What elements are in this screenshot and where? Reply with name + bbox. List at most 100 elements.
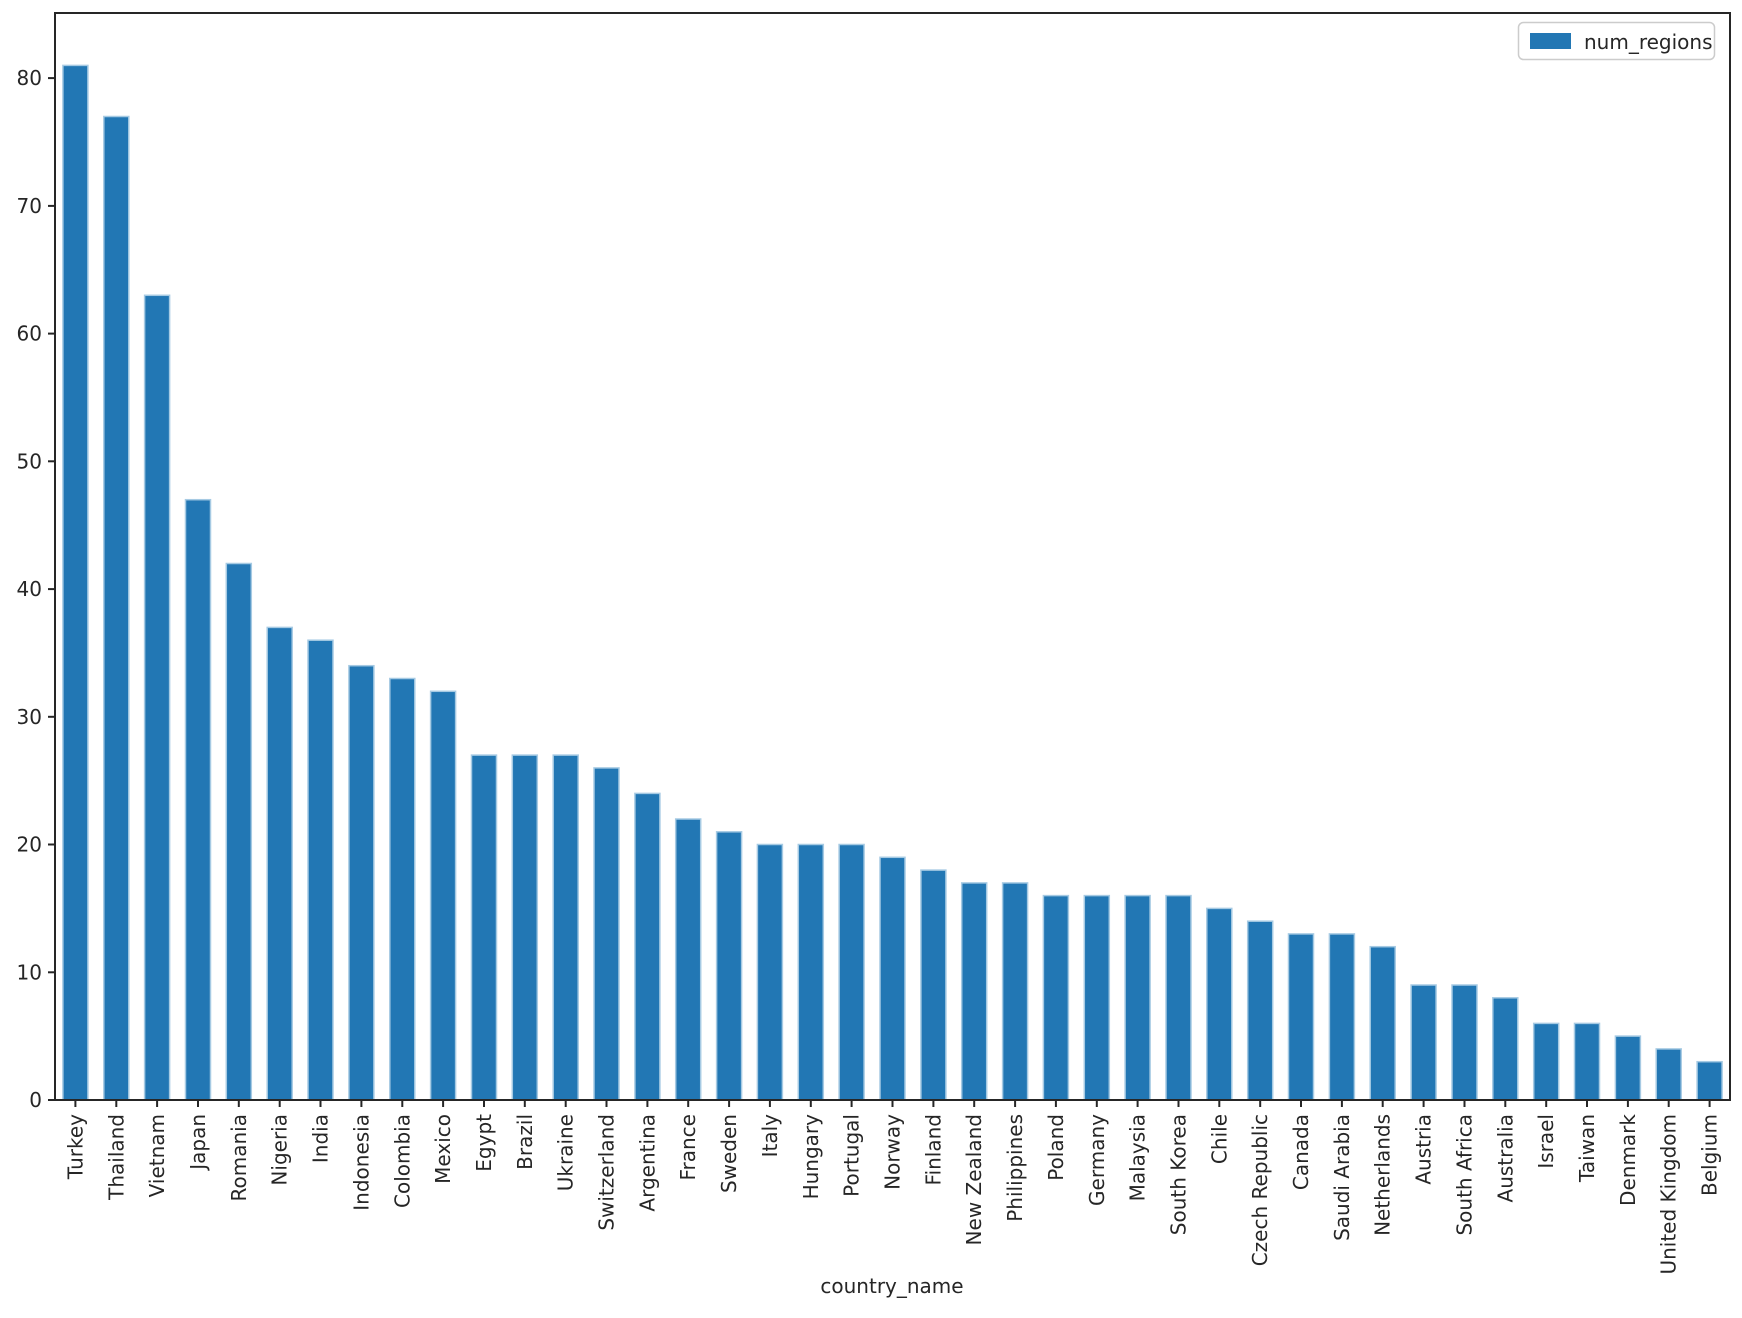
- bar-thailand: [103, 115, 130, 1101]
- bar-australia: [1492, 997, 1519, 1101]
- y-tick-label-20: 20: [17, 833, 42, 857]
- y-tick-label-10: 10: [17, 960, 42, 984]
- bar-hungary: [797, 843, 825, 1101]
- x-tick-label-south-korea: South Korea: [1167, 1114, 1191, 1235]
- x-tick-label-canada: Canada: [1289, 1114, 1313, 1190]
- bar-netherlands: [1369, 945, 1396, 1101]
- bars-layer: [62, 64, 1723, 1101]
- bar-japan: [184, 498, 212, 1101]
- x-tick-label-poland: Poland: [1044, 1114, 1068, 1181]
- legend-label-num-regions: num_regions: [1584, 30, 1713, 54]
- legend-box: [1517, 21, 1716, 61]
- x-tick-label-finland: Finland: [921, 1114, 945, 1185]
- x-tick-label-mexico: Mexico: [431, 1114, 455, 1184]
- x-tick-label-colombia: Colombia: [390, 1114, 414, 1208]
- bar-sweden: [715, 831, 743, 1101]
- x-tick-label-egypt: Egypt: [472, 1114, 496, 1172]
- y-tick-label-0: 0: [29, 1088, 42, 1112]
- bar-vietnam: [143, 294, 171, 1101]
- x-tick-label-philippines: Philippines: [1003, 1114, 1027, 1222]
- bar-colombia: [389, 677, 416, 1101]
- legend: num_regions: [1517, 21, 1716, 61]
- x-tick-label-taiwan: Taiwan: [1575, 1114, 1599, 1183]
- bar-portugal: [838, 843, 865, 1101]
- x-tick-label-czech-republic: Czech Republic: [1248, 1114, 1272, 1266]
- x-tick-label-romania: Romania: [227, 1114, 251, 1201]
- x-tick-label-malaysia: Malaysia: [1126, 1114, 1150, 1201]
- bar-romania: [225, 562, 253, 1101]
- x-tick-label-denmark: Denmark: [1616, 1114, 1640, 1206]
- x-tick-label-australia: Australia: [1493, 1114, 1517, 1202]
- y-tick-label-40: 40: [17, 577, 42, 601]
- x-tick-label-italy: Italy: [758, 1114, 782, 1158]
- bar-taiwan: [1573, 1022, 1601, 1101]
- bar-india: [307, 639, 334, 1101]
- y-tick-label-80: 80: [17, 66, 42, 90]
- x-tick-label-south-africa: South Africa: [1453, 1114, 1477, 1236]
- bar-mexico: [429, 690, 457, 1101]
- plot-frame: [54, 12, 1731, 1101]
- x-tick-label-new-zealand: New Zealand: [962, 1114, 986, 1245]
- x-tick-label-chile: Chile: [1207, 1114, 1231, 1164]
- x-tick-label-argentina: Argentina: [635, 1114, 659, 1212]
- x-tick-label-sweden: Sweden: [717, 1114, 741, 1193]
- bar-austria: [1410, 984, 1437, 1101]
- x-tick-label-portugal: Portugal: [840, 1114, 864, 1197]
- bar-chile: [1206, 907, 1233, 1101]
- bar-turkey: [62, 64, 89, 1101]
- x-axis-title: country_name: [820, 1274, 963, 1298]
- bar-egypt: [470, 754, 498, 1101]
- bar-germany: [1083, 894, 1111, 1101]
- x-tick-label-vietnam: Vietnam: [145, 1114, 169, 1197]
- legend-swatch-num-regions: [1530, 33, 1571, 49]
- x-tick-label-netherlands: Netherlands: [1371, 1114, 1395, 1236]
- bar-saudi-arabia: [1328, 933, 1356, 1101]
- bar-united-kingdom: [1655, 1048, 1682, 1101]
- x-tick-label-thailand: Thailand: [104, 1114, 128, 1201]
- bar-south-korea: [1165, 894, 1192, 1101]
- x-tick-label-belgium: Belgium: [1698, 1114, 1722, 1196]
- x-tick-label-brazil: Brazil: [513, 1114, 537, 1170]
- x-tick-label-hungary: Hungary: [799, 1114, 823, 1200]
- x-tick-label-austria: Austria: [1412, 1114, 1436, 1185]
- bar-switzerland: [593, 767, 620, 1101]
- bar-israel: [1532, 1022, 1560, 1101]
- x-tick-label-saudi-arabia: Saudi Arabia: [1330, 1114, 1354, 1241]
- x-tick-label-ukraine: Ukraine: [554, 1114, 578, 1191]
- y-tick-label-30: 30: [17, 705, 42, 729]
- y-tick-label-60: 60: [17, 322, 42, 346]
- x-tick-label-japan: Japan: [186, 1114, 210, 1172]
- x-tick-label-switzerland: Switzerland: [595, 1114, 619, 1231]
- x-tick-label-india: India: [309, 1114, 333, 1163]
- x-tick-label-israel: Israel: [1534, 1114, 1558, 1169]
- bar-france: [674, 818, 702, 1101]
- bar-philippines: [1001, 882, 1029, 1101]
- bar-argentina: [634, 792, 661, 1101]
- bar-belgium: [1696, 1060, 1723, 1101]
- y-tick-label-50: 50: [17, 449, 42, 473]
- bar-finland: [920, 869, 947, 1101]
- bar-czech-republic: [1246, 920, 1274, 1101]
- x-tick-label-germany: Germany: [1085, 1114, 1109, 1206]
- y-tick-label-70: 70: [17, 194, 42, 218]
- x-tick-label-nigeria: Nigeria: [268, 1114, 292, 1186]
- x-tick-label-france: France: [676, 1114, 700, 1181]
- bar-south-africa: [1451, 984, 1478, 1101]
- bar-denmark: [1614, 1035, 1642, 1101]
- x-tick-label-norway: Norway: [881, 1114, 905, 1190]
- bar-brazil: [511, 754, 539, 1101]
- axes-layer: Turkey Thailand Vietnam Japan Romania Nigeria…: [17, 66, 1722, 1274]
- bar-new-zealand: [960, 882, 988, 1101]
- bar-malaysia: [1124, 894, 1151, 1101]
- bar-italy: [756, 843, 784, 1101]
- x-tick-label-united-kingdom: United Kingdom: [1657, 1114, 1681, 1275]
- x-tick-label-indonesia: Indonesia: [349, 1114, 373, 1211]
- bar-ukraine: [552, 754, 579, 1101]
- bar-indonesia: [348, 664, 375, 1101]
- x-tick-label-turkey: Turkey: [63, 1114, 87, 1180]
- bar-canada: [1287, 933, 1315, 1101]
- bar-poland: [1042, 894, 1070, 1101]
- bar-norway: [879, 856, 906, 1101]
